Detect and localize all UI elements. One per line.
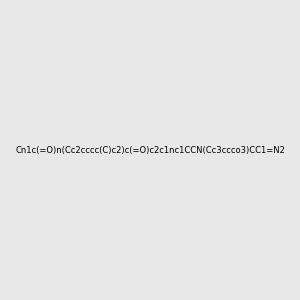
Text: Cn1c(=O)n(Cc2cccc(C)c2)c(=O)c2c1nc1CCN(Cc3ccco3)CC1=N2: Cn1c(=O)n(Cc2cccc(C)c2)c(=O)c2c1nc1CCN(C… (15, 146, 285, 154)
